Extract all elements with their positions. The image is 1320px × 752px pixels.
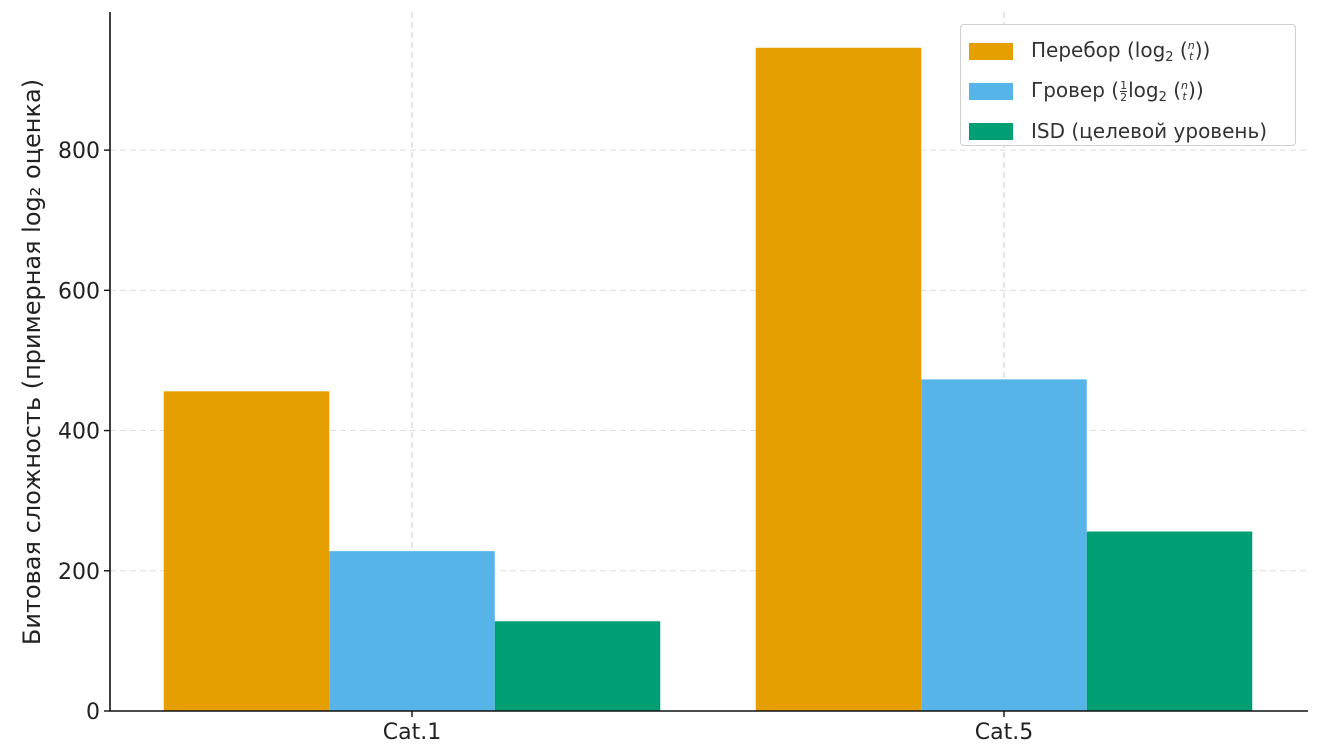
- legend-grover-prefix: Гровер (: [1031, 77, 1120, 102]
- bar-cat1-series-2: [494, 621, 661, 711]
- tick-labels: 0 200 400 600 800 Cat.1 Cat.5: [58, 139, 1033, 745]
- binom-top: n: [1181, 79, 1189, 92]
- frac-num: 1: [1120, 78, 1128, 92]
- bar-cat5-series-0: [755, 47, 922, 711]
- y-tick-label: 800: [58, 139, 100, 164]
- legend-brute-prefix: Перебор (log: [1031, 37, 1166, 62]
- legend-grover-log: log: [1128, 77, 1159, 102]
- y-tick-label: 0: [86, 700, 100, 725]
- y-tick-label: 400: [58, 420, 100, 445]
- legend-label-brute: Перебор (log2 (n t)): [1031, 37, 1211, 65]
- legend-label-grover: Гровер (1 2 log2 (n t)): [1031, 77, 1204, 105]
- legend-grover-suffix: )): [1188, 77, 1204, 102]
- bar-cat5-series-1: [921, 379, 1087, 711]
- binom-top: n: [1187, 39, 1195, 52]
- y-tick-label: 200: [58, 560, 100, 585]
- axes: [109, 12, 1308, 712]
- legend-brute-suffix: )): [1194, 37, 1211, 62]
- y-tick-label: 600: [58, 279, 100, 304]
- legend-brute-sub: 2: [1165, 49, 1174, 65]
- legend: Перебор (log2 (n t)) Гровер (1 2 log2 (n t))…: [960, 24, 1296, 146]
- legend-item-brute: Перебор (log2 (n t)): [969, 31, 1287, 71]
- bar-cat1-series-0: [163, 391, 330, 711]
- binom-bottom: t: [1189, 50, 1194, 63]
- x-tick-label: Cat.1: [383, 720, 441, 745]
- legend-item-isd: ISD (целевой уровень): [969, 111, 1287, 151]
- bar-cat5-series-2: [1086, 531, 1253, 711]
- bars: [163, 47, 1253, 711]
- y-axis-label: Битовая сложность (примерная log₂ оценка…: [18, 79, 46, 645]
- legend-swatch-grover: [969, 82, 1013, 100]
- legend-label-isd: ISD (целевой уровень): [1031, 119, 1268, 143]
- legend-swatch-isd: [969, 122, 1013, 140]
- x-tick-label: Cat.5: [975, 720, 1033, 745]
- legend-item-grover: Гровер (1 2 log2 (n t)): [969, 71, 1287, 111]
- legend-grover-sub: 2: [1158, 89, 1167, 105]
- frac-den: 2: [1120, 90, 1128, 104]
- binom-bottom: t: [1182, 90, 1187, 103]
- bar-cat1-series-1: [329, 551, 495, 711]
- legend-swatch-brute: [969, 42, 1013, 60]
